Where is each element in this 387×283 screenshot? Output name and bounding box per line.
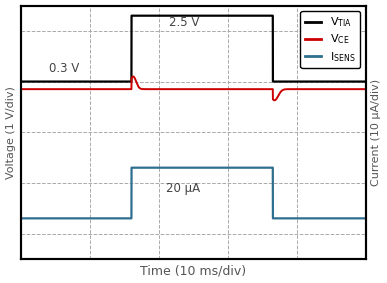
Y-axis label: Current (10 μA/div): Current (10 μA/div) (372, 79, 382, 186)
Y-axis label: Voltage (1 V/div): Voltage (1 V/div) (5, 86, 15, 179)
Text: 0.3 V: 0.3 V (49, 63, 79, 76)
Legend: $\mathrm{V_{TIA}}$, $\mathrm{V_{CE}}$, $\mathrm{I_{SENS}}$: $\mathrm{V_{TIA}}$, $\mathrm{V_{CE}}$, $… (300, 11, 360, 68)
Text: 20 μA: 20 μA (166, 182, 200, 195)
Text: 2.5 V: 2.5 V (170, 16, 200, 29)
X-axis label: Time (10 ms/div): Time (10 ms/div) (140, 264, 247, 277)
